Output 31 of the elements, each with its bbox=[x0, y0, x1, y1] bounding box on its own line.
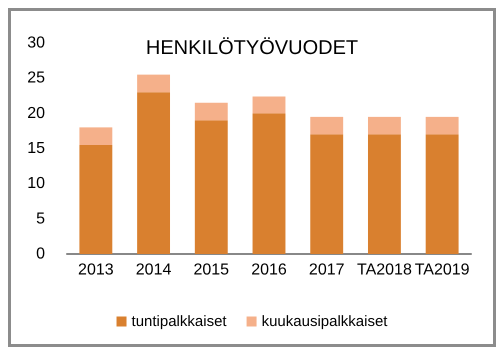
y-tick-label: 0 bbox=[36, 246, 46, 262]
bar bbox=[426, 134, 459, 254]
legend-label: kuukausipalkkaiset bbox=[262, 313, 388, 330]
bar bbox=[79, 127, 112, 145]
legend-label: tuntipalkkaiset bbox=[132, 313, 228, 330]
y-tick-label: 10 bbox=[27, 175, 46, 192]
y-tick-label: 30 bbox=[27, 34, 46, 52]
bar bbox=[368, 134, 401, 254]
chart-title: HENKILÖTYÖVUODET bbox=[146, 37, 358, 59]
y-tick-label: 5 bbox=[36, 210, 46, 228]
bar bbox=[194, 120, 228, 254]
y-tick-label: 25 bbox=[27, 70, 46, 87]
x-tick-label: 2014 bbox=[136, 262, 172, 278]
bar bbox=[79, 144, 112, 254]
x-tick-label: TA2018 bbox=[357, 262, 412, 278]
bar bbox=[310, 134, 344, 254]
y-tick-label: 15 bbox=[27, 140, 46, 157]
bar bbox=[252, 96, 286, 114]
x-tick-label: 2013 bbox=[78, 262, 114, 278]
bar bbox=[252, 113, 286, 254]
bar bbox=[194, 102, 228, 120]
y-tick-label: 20 bbox=[27, 104, 46, 122]
bar bbox=[137, 92, 170, 254]
bar bbox=[426, 116, 459, 134]
x-tick-label: TA2019 bbox=[414, 262, 470, 278]
bar bbox=[368, 116, 401, 134]
x-tick-label: 2017 bbox=[308, 262, 345, 278]
x-tick-label: 2015 bbox=[193, 262, 230, 278]
x-tick-label: 2016 bbox=[251, 262, 287, 278]
bar bbox=[137, 74, 170, 92]
bar bbox=[310, 116, 344, 134]
